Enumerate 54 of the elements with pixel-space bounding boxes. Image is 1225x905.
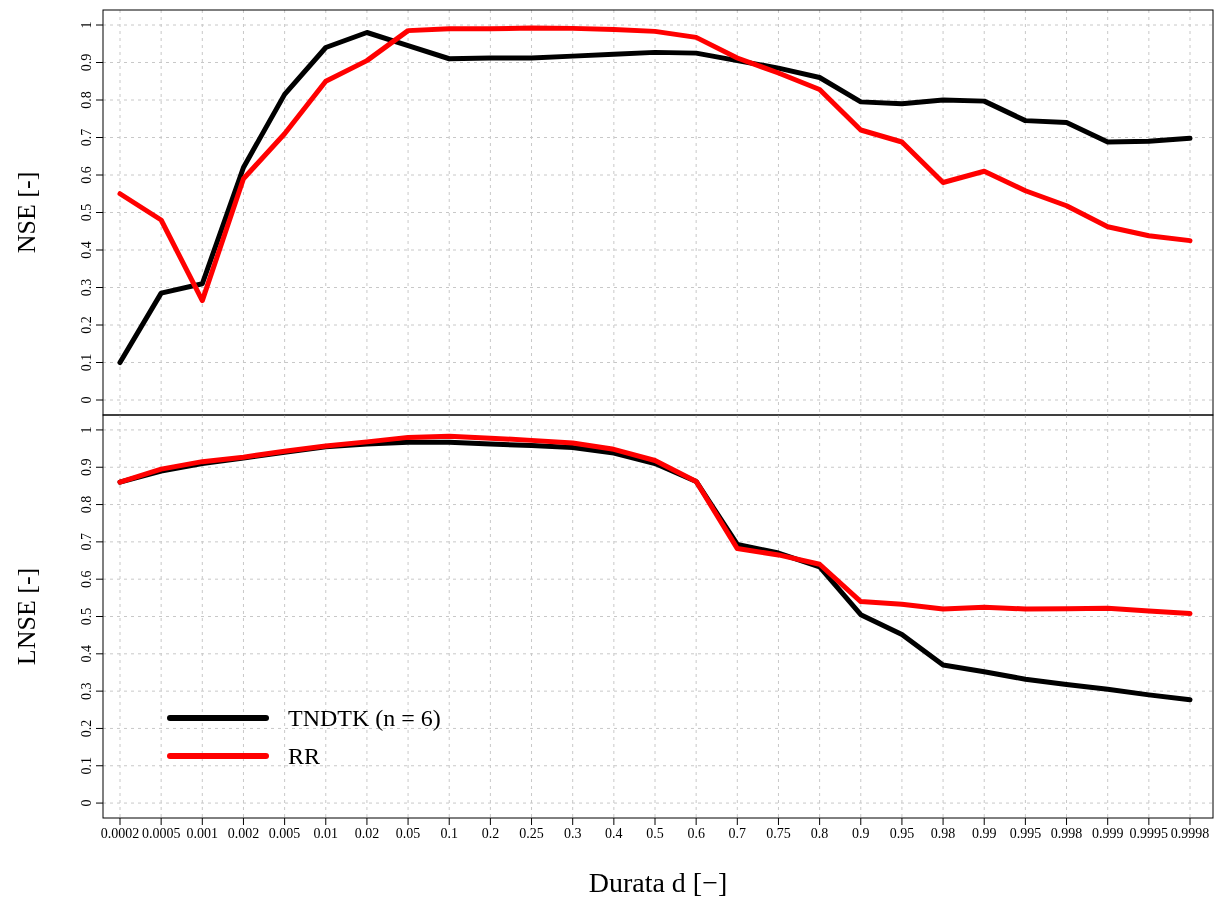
x-tick-label: 0.0002 xyxy=(100,826,140,841)
y-tick-label: 0 xyxy=(79,799,94,807)
x-tick-label: 0.99 xyxy=(971,826,997,841)
x-tick-label: 0.4 xyxy=(605,826,623,841)
x-tick-label: 0.999 xyxy=(1091,826,1124,841)
x-tick-label: 0.1 xyxy=(440,826,458,841)
y-tick-label: 0.3 xyxy=(79,278,94,297)
x-tick-label: 0.25 xyxy=(519,826,544,841)
y-tick-label: 0.8 xyxy=(79,495,94,514)
x-tick-label: 0.5 xyxy=(646,826,664,841)
legend-label: RR xyxy=(288,743,321,769)
y-tick-label: 0.7 xyxy=(79,533,94,551)
x-tick-label: 0.7 xyxy=(728,826,747,841)
y-tick-label: 0 xyxy=(79,396,94,404)
x-tick-label: 0.0005 xyxy=(141,826,181,841)
x-tick-label: 0.6 xyxy=(687,826,705,841)
x-tick-label: 0.2 xyxy=(481,826,500,841)
y-tick-label: 0.2 xyxy=(79,316,94,334)
y-tick-label: 0.1 xyxy=(79,757,94,775)
y-tick-label: 1 xyxy=(79,21,94,29)
y-tick-label: 0.6 xyxy=(79,570,94,588)
x-tick-label: 0.05 xyxy=(395,826,421,841)
x-tick-label: 0.9995 xyxy=(1129,826,1169,841)
x-tick-label: 0.9 xyxy=(852,826,870,841)
x-tick-label: 0.8 xyxy=(810,826,829,841)
legend-label: TNDTK (n = 6) xyxy=(288,705,441,731)
y-tick-label: 0.7 xyxy=(79,128,94,147)
x-tick-label: 0.998 xyxy=(1050,826,1083,841)
x-tick-label: 0.001 xyxy=(186,826,219,841)
y-tick-label: 0.9 xyxy=(79,53,94,72)
y-tick-label: 0.1 xyxy=(79,353,94,372)
x-tick-label: 0.005 xyxy=(268,826,301,841)
x-tick-label: 0.002 xyxy=(227,826,260,841)
x-tick-label: 0.01 xyxy=(313,826,339,841)
y-tick-label: 0.9 xyxy=(79,458,94,476)
y-tick-label: 0.4 xyxy=(79,241,94,259)
x-tick-label: 0.95 xyxy=(889,826,915,841)
x-tick-label: 0.995 xyxy=(1009,826,1042,841)
y-tick-label: 0.3 xyxy=(79,682,94,700)
y-tick-label: 0.6 xyxy=(79,166,94,184)
y-axis-title: NSE [-] xyxy=(12,171,41,254)
y-tick-label: 0.8 xyxy=(79,91,94,109)
x-tick-label: 0.75 xyxy=(766,826,791,841)
y-axis-title: LNSE [-] xyxy=(12,567,41,666)
x-tick-label: 0.02 xyxy=(354,826,380,841)
x-tick-label: 0.3 xyxy=(563,826,582,841)
y-tick-label: 0.5 xyxy=(79,203,94,222)
x-tick-label: 0.9998 xyxy=(1170,826,1210,841)
y-tick-label: 0.2 xyxy=(79,719,94,738)
y-tick-label: 0.4 xyxy=(79,645,94,663)
x-axis-title: Durata d [−] xyxy=(588,867,728,898)
y-tick-label: 0.5 xyxy=(79,607,94,626)
y-tick-label: 1 xyxy=(79,426,94,434)
x-tick-label: 0.98 xyxy=(930,826,956,841)
